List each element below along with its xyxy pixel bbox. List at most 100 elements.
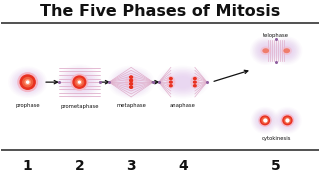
Circle shape [262,118,268,123]
Text: 2: 2 [75,159,84,173]
Circle shape [78,81,80,83]
Ellipse shape [69,74,90,90]
Ellipse shape [253,109,276,131]
Ellipse shape [282,46,292,55]
Circle shape [20,75,35,89]
Ellipse shape [161,69,204,96]
Ellipse shape [258,44,274,58]
Text: cytokinesis: cytokinesis [261,136,291,141]
Text: metaphase: metaphase [116,103,146,108]
Ellipse shape [173,76,193,88]
Ellipse shape [130,83,132,85]
Circle shape [286,119,289,122]
Ellipse shape [67,72,92,92]
Ellipse shape [168,73,197,91]
Circle shape [287,120,288,121]
Ellipse shape [277,42,296,59]
Text: 1: 1 [23,159,33,173]
Ellipse shape [164,70,202,94]
Circle shape [18,73,37,91]
Circle shape [23,78,33,87]
Ellipse shape [170,85,172,87]
Ellipse shape [260,45,272,56]
Ellipse shape [61,68,98,97]
Ellipse shape [166,72,200,93]
Ellipse shape [280,114,295,127]
Ellipse shape [170,81,172,83]
Ellipse shape [57,64,102,100]
Text: prophase: prophase [15,103,40,108]
Circle shape [73,76,86,88]
Ellipse shape [118,73,144,91]
Ellipse shape [120,75,142,90]
Circle shape [263,119,267,122]
Ellipse shape [130,76,132,78]
Ellipse shape [279,44,295,58]
Ellipse shape [282,115,293,126]
Ellipse shape [63,69,96,95]
Ellipse shape [59,66,100,98]
Ellipse shape [110,67,152,97]
Ellipse shape [194,85,196,87]
Ellipse shape [271,36,302,65]
Ellipse shape [116,72,146,93]
Ellipse shape [252,108,278,133]
Circle shape [25,80,30,85]
Ellipse shape [256,42,275,59]
Circle shape [284,118,291,123]
Circle shape [283,116,292,125]
Circle shape [77,80,82,84]
Circle shape [264,120,266,121]
Ellipse shape [130,83,132,85]
Ellipse shape [13,71,42,94]
Ellipse shape [276,109,299,131]
Text: 3: 3 [126,159,136,173]
Text: 5: 5 [271,159,281,173]
Ellipse shape [15,72,40,92]
Ellipse shape [114,70,148,94]
Ellipse shape [255,41,277,61]
Circle shape [282,115,293,126]
Ellipse shape [259,115,271,126]
Ellipse shape [130,80,132,82]
Ellipse shape [190,76,199,89]
Text: prometaphase: prometaphase [60,103,99,109]
Ellipse shape [276,41,298,61]
Ellipse shape [166,76,175,89]
Ellipse shape [170,78,172,80]
Ellipse shape [20,76,35,88]
Ellipse shape [17,73,38,91]
Ellipse shape [19,75,37,89]
Ellipse shape [258,114,272,127]
Ellipse shape [130,86,132,88]
Ellipse shape [280,45,293,56]
Ellipse shape [273,107,302,134]
Ellipse shape [125,75,137,89]
Ellipse shape [253,39,278,62]
Circle shape [260,116,269,125]
Ellipse shape [108,66,154,99]
Ellipse shape [65,71,94,94]
Ellipse shape [256,112,274,129]
Ellipse shape [156,66,209,99]
Ellipse shape [8,66,47,98]
Ellipse shape [262,48,269,53]
Ellipse shape [283,48,290,53]
Ellipse shape [112,69,150,96]
Ellipse shape [274,39,299,62]
Ellipse shape [260,46,271,55]
Ellipse shape [12,69,44,95]
Circle shape [259,115,271,126]
Ellipse shape [252,38,280,64]
Ellipse shape [130,80,132,82]
Ellipse shape [275,108,300,133]
Circle shape [71,74,88,90]
Text: telophase: telophase [263,33,289,38]
Ellipse shape [159,67,207,97]
Ellipse shape [255,111,275,130]
Ellipse shape [171,75,195,90]
Ellipse shape [194,78,196,80]
Text: The Five Phases of Mitosis: The Five Phases of Mitosis [40,4,280,19]
Ellipse shape [130,76,132,78]
Ellipse shape [71,76,88,89]
